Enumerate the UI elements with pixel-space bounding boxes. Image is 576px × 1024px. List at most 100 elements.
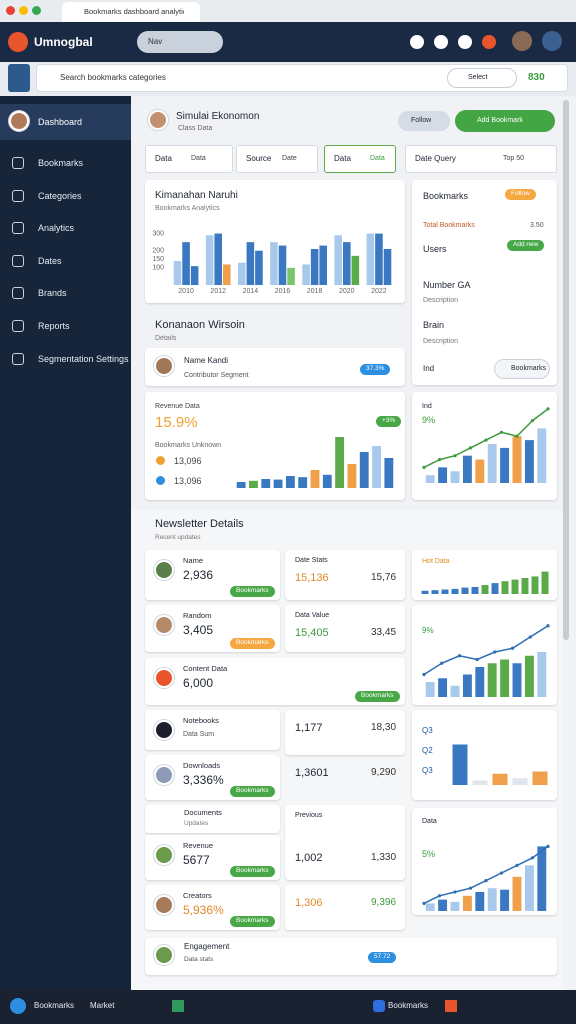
header-icon[interactable] — [512, 31, 532, 51]
section-sub: Details — [155, 335, 177, 342]
taskbar-item[interactable]: Bookmarks — [34, 1001, 75, 1010]
stat-b: 33,45 — [371, 627, 397, 638]
tile-value: 6,000 — [183, 676, 214, 690]
filter[interactable] — [405, 145, 557, 173]
chart — [452, 744, 548, 785]
sidebar-icon — [12, 157, 24, 169]
select[interactable] — [447, 68, 517, 88]
tile-value: Data Sum — [183, 731, 215, 738]
avatar — [9, 111, 29, 131]
sidebar-item[interactable]: Dates — [38, 255, 62, 266]
revenue-value: 15.9% — [155, 414, 198, 431]
revenue-sub: Bookmarks Unknown — [155, 442, 222, 449]
header — [0, 22, 576, 62]
bar — [347, 464, 357, 488]
bottom-badge: 57.72 — [368, 952, 397, 963]
sidebar-item[interactable]: Bookmarks — [38, 158, 84, 168]
tile-label: Creators — [183, 891, 212, 900]
stat-label: Date Stats — [295, 557, 328, 564]
side-users: Users — [423, 244, 447, 254]
section-title: Konanaon Wirsoin — [155, 319, 245, 331]
bottom-card — [145, 938, 557, 975]
right-card — [412, 710, 557, 800]
chart — [236, 437, 394, 488]
filter-value: Top 50 — [503, 155, 525, 162]
window-dot — [6, 6, 15, 15]
stat-card — [285, 550, 405, 600]
filter[interactable] — [145, 145, 233, 173]
dot — [156, 476, 165, 485]
bar — [261, 479, 271, 488]
filter[interactable] — [324, 145, 396, 173]
tile-label: Random — [183, 611, 212, 620]
sidebar-item[interactable]: Segmentation Settings — [38, 353, 129, 364]
trend-label: Ind — [422, 403, 432, 410]
side-follow[interactable]: Follow — [505, 189, 536, 200]
revenue-b: 13,096 — [174, 476, 202, 486]
side-add[interactable]: Add new — [507, 240, 545, 251]
stat-a: 1,306 — [295, 897, 323, 909]
avatar — [148, 110, 168, 130]
filter[interactable] — [236, 145, 318, 173]
bar — [425, 903, 435, 911]
bar — [532, 771, 548, 785]
bar — [452, 744, 468, 785]
y-tick-label: 200 — [152, 248, 164, 255]
scrollbar — [563, 100, 569, 640]
sidebar-item[interactable]: Categories — [38, 190, 82, 201]
follow-btn[interactable] — [398, 111, 450, 131]
bar — [512, 876, 522, 911]
header-icon[interactable] — [434, 35, 448, 49]
line-point — [453, 890, 457, 894]
bar — [190, 266, 199, 285]
tile-label: Revenue — [183, 841, 214, 850]
header-icon[interactable] — [482, 35, 496, 49]
line-point — [437, 458, 442, 462]
header-icon[interactable] — [458, 35, 472, 49]
tile-label: Content Data — [183, 664, 228, 673]
tab[interactable] — [62, 2, 200, 22]
bar — [238, 262, 246, 285]
stat-label: Data Value — [295, 612, 330, 619]
sidebar-item[interactable]: Brands — [38, 288, 67, 299]
bar — [438, 678, 448, 697]
bar — [278, 245, 287, 285]
count: 830 — [528, 72, 545, 83]
bar — [537, 428, 547, 483]
bar — [500, 447, 510, 483]
header-icon[interactable] — [410, 35, 424, 49]
stat-a: 1,002 — [295, 852, 323, 864]
tile-badge[interactable]: Bookmarks — [230, 866, 275, 877]
bar — [475, 459, 485, 483]
stat-a: 1,177 — [295, 722, 323, 734]
filter-label: Data — [334, 154, 351, 163]
tile-badge[interactable]: Bookmarks — [355, 691, 400, 702]
follow-text: Follow — [411, 117, 432, 124]
side-button[interactable] — [494, 359, 550, 379]
tile-badge[interactable]: Bookmarks — [230, 786, 275, 797]
tile-badge[interactable]: Bookmarks — [230, 916, 275, 927]
avatar — [154, 765, 174, 785]
sidebar-item[interactable]: Analytics — [38, 223, 75, 234]
add-btn[interactable] — [455, 110, 555, 132]
taskbar-item[interactable]: Bookmarks — [388, 1001, 429, 1010]
header-search[interactable] — [137, 31, 223, 53]
bar — [472, 780, 488, 785]
sidebar-item[interactable]: Reports — [38, 321, 70, 331]
tile-value: 5,936% — [183, 903, 224, 917]
tile-badge[interactable]: Bookmarks — [230, 586, 275, 597]
bar — [462, 674, 472, 697]
task-icon — [10, 998, 26, 1014]
header-icon[interactable] — [542, 31, 562, 51]
bar — [462, 895, 472, 911]
bar — [512, 663, 522, 697]
tile-badge[interactable]: Bookmarks — [230, 638, 275, 649]
x-tick-label: 2020 — [339, 288, 355, 295]
stat-card — [285, 885, 405, 930]
taskbar-item[interactable]: Market — [90, 1001, 115, 1010]
task-icon — [445, 1000, 457, 1012]
side-total: Total Bookmarks — [423, 222, 475, 229]
bar — [334, 235, 342, 285]
bar — [500, 659, 510, 697]
